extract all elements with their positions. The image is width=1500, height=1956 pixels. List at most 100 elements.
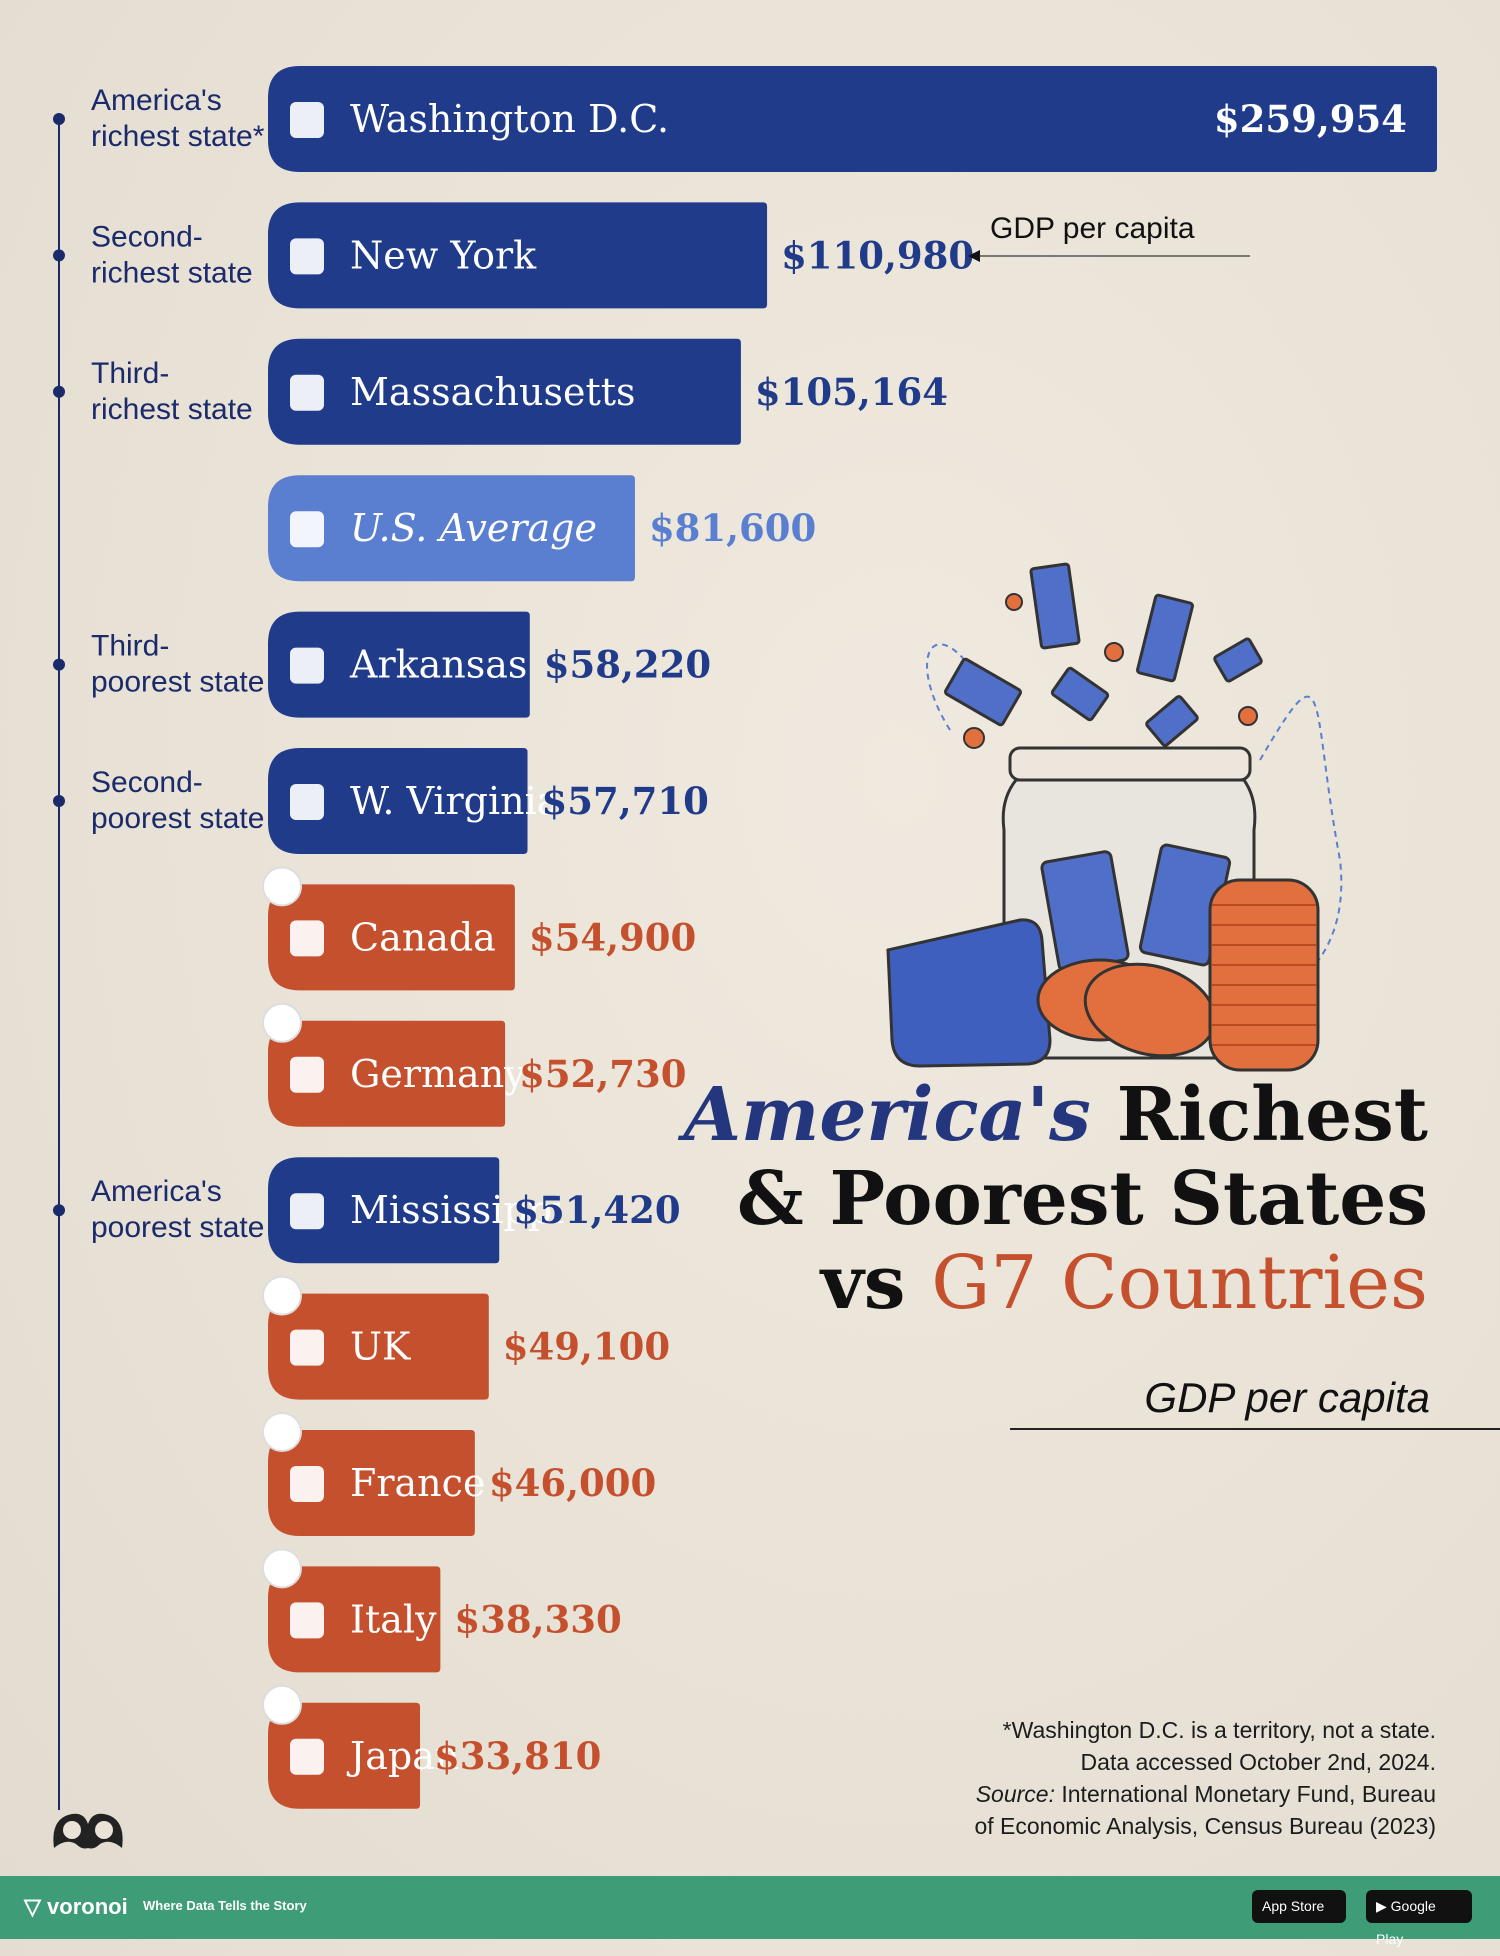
value-label: $46,000 — [489, 1461, 656, 1505]
value-label: $110,980 — [781, 233, 974, 277]
annotation-label: America's poorest state — [91, 1175, 264, 1244]
value-label: $38,330 — [454, 1597, 621, 1641]
region-map-icon — [290, 374, 324, 411]
value-label: $54,900 — [529, 915, 696, 959]
timeline-dot — [53, 385, 65, 398]
footer-bar: ▽ voronoi Where Data Tells the Story App… — [0, 1876, 1500, 1947]
bar-w-virginia: W. Virginia$57,710 Second-poorest state — [53, 748, 709, 854]
money-jar-illustration — [886, 562, 1343, 1072]
bar-new-york: New York $110,980 Second-richest state — [53, 202, 974, 309]
region-map-icon — [290, 1738, 324, 1775]
bar-label: Washington D.C. — [350, 97, 669, 141]
bar-u-s-average: U.S. Average $81,600 — [268, 475, 816, 582]
bar-label: UK — [350, 1325, 411, 1369]
owl-logo-icon — [53, 1813, 123, 1849]
footer-tagline: Where Data Tells the Story — [143, 1898, 307, 1913]
bar-washington-d-c-: Washington D.C. $259,954 America's richest … — [53, 66, 1437, 172]
flag-icon — [262, 1684, 302, 1725]
value-label: $52,730 — [519, 1052, 686, 1096]
footnote-line3: International Monetary Fund, Bureau — [1054, 1781, 1436, 1807]
timeline-dot — [53, 113, 65, 125]
title-italic: America's — [683, 1072, 1091, 1158]
value-label: $57,710 — [542, 779, 709, 823]
bar-canada: Canada $54,900 — [262, 866, 696, 991]
bar-label: Italy — [350, 1597, 437, 1641]
bar-france: France $46,000 — [262, 1412, 656, 1536]
bar-rect — [268, 1157, 500, 1264]
bar-massachusetts: Massachusetts $105,164 Third-richest state — [53, 338, 948, 445]
region-map-icon — [290, 1466, 324, 1502]
google-play-button[interactable]: ▶ Google Play — [1366, 1890, 1472, 1947]
bar-label: Canada — [350, 915, 496, 959]
flag-icon — [262, 866, 302, 907]
footnote-line2: Data accessed October 2nd, 2024. — [1080, 1749, 1436, 1775]
flag-icon — [262, 1275, 302, 1316]
flag-icon — [262, 1548, 302, 1589]
bar-label: New York — [350, 233, 537, 277]
value-label: $33,810 — [434, 1734, 601, 1778]
app-store-button[interactable]: App Store — [1252, 1890, 1346, 1923]
bar-rect — [268, 748, 528, 854]
region-map-icon — [290, 102, 324, 138]
bar-label: France — [350, 1461, 485, 1505]
footnote: *Washington D.C. is a territory, not a s… — [974, 1714, 1436, 1842]
voronoi-brand[interactable]: ▽ voronoi — [24, 1894, 128, 1920]
chart-title: America's Richest & Poorest States vs G7… — [684, 1078, 1428, 1320]
timeline-dot — [53, 658, 65, 671]
bar-rect — [268, 1702, 421, 1809]
region-map-icon — [290, 1193, 324, 1230]
value-label: $259,954 — [1214, 97, 1407, 141]
bar-uk: UK $49,100 — [262, 1275, 670, 1400]
region-map-icon — [290, 511, 324, 548]
region-map-icon — [290, 1329, 324, 1366]
bar-label: Arkansas — [349, 643, 527, 687]
bar-rect — [268, 202, 768, 309]
bar-rect — [268, 1293, 489, 1400]
callout-text: GDP per capita — [990, 212, 1195, 245]
value-label: $49,100 — [503, 1325, 670, 1369]
bar-rect — [268, 1020, 506, 1127]
annotation-label: Third-richest state — [91, 357, 253, 426]
footnote-line1: *Washington D.C. is a territory, not a s… — [1002, 1717, 1436, 1743]
region-map-icon — [290, 1056, 324, 1093]
footnote-line4: of Economic Analysis, Census Bureau (202… — [974, 1813, 1436, 1839]
bar-rect — [268, 1430, 475, 1536]
app-store-label: App Store — [1262, 1898, 1325, 1914]
annotation-label: Second-poorest state — [91, 766, 264, 835]
bar-germany: Germany$52,730 — [262, 1002, 686, 1127]
bar-rect — [268, 611, 530, 718]
gdp-callout: GDP per capita — [968, 212, 1250, 262]
flag-icon — [262, 1412, 302, 1452]
region-map-icon — [290, 1602, 324, 1639]
value-label: $58,220 — [544, 643, 711, 687]
bar-label: Japan — [346, 1734, 459, 1778]
brand-text: voronoi — [47, 1894, 128, 1919]
subtitle-rule — [1010, 1428, 1500, 1430]
bar-rect — [268, 338, 741, 445]
timeline-dot — [53, 249, 65, 262]
title-line2: & Poorest States — [736, 1156, 1428, 1242]
value-label: $105,164 — [755, 370, 948, 414]
chart-subtitle: GDP per capita — [1144, 1374, 1430, 1421]
flag-icon — [262, 1002, 302, 1043]
region-map-icon — [290, 647, 324, 684]
bar-label: U.S. Average — [350, 506, 597, 550]
bar-label: Mississippi — [350, 1188, 564, 1232]
bar-rect — [268, 66, 1437, 172]
value-label: $51,420 — [513, 1188, 680, 1232]
annotation-label: Second-richest state — [91, 220, 253, 289]
bar-rect — [268, 884, 515, 991]
bar-label: Massachusetts — [350, 370, 635, 414]
bar-label: Germany — [350, 1052, 526, 1096]
bar-rect — [268, 1566, 441, 1673]
bar-mississippi: Mississippi$51,420 America's poorest state — [53, 1157, 681, 1264]
footnote-source-label: Source: — [975, 1781, 1055, 1807]
bar-arkansas: Arkansas $58,220 Third-poorest state — [53, 611, 711, 718]
bar-rect — [268, 475, 635, 582]
annotation-label: Third-poorest state — [91, 630, 264, 699]
bar-japan: Japan$33,810 — [262, 1684, 601, 1809]
timeline-dot — [53, 795, 65, 807]
title-g7: G7 Countries — [931, 1240, 1428, 1326]
value-label: $81,600 — [649, 506, 816, 550]
